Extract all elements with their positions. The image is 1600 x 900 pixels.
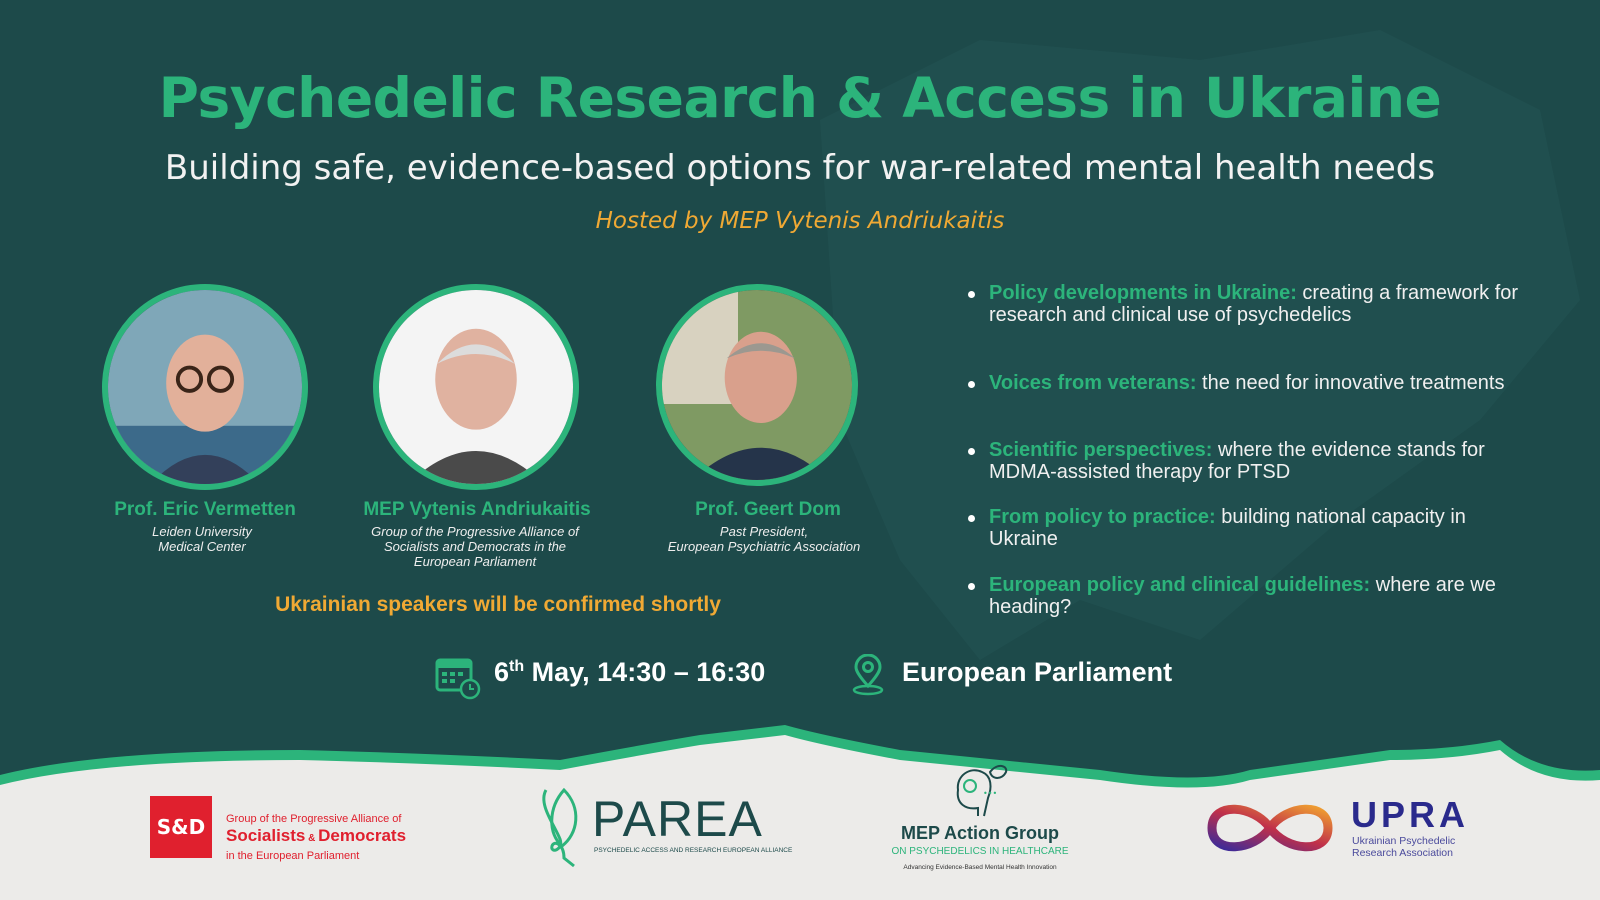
- affiliation-line: Leiden University: [152, 524, 252, 539]
- speaker-name: MEP Vytenis Andriukaitis: [363, 499, 591, 520]
- topic-heading: Scientific perspectives:: [989, 439, 1213, 461]
- mep-group-tagline: Advancing Evidence-Based Mental Health I…: [903, 864, 1057, 871]
- affiliation-line: Socialists and Democrats in the: [383, 539, 567, 554]
- affiliation-line: European Psychiatric Association: [667, 539, 861, 554]
- topic-text: where the evidence stands for MDMA-assis…: [989, 439, 1485, 483]
- ukraine-map-background: [820, 30, 1580, 660]
- topic-text: where are we heading?: [989, 574, 1496, 618]
- topic-text: the need for innovative treatments: [1196, 372, 1505, 394]
- event-location: European Parliament: [902, 657, 1173, 687]
- topic-item: Scientific perspectives: where the evide…: [965, 439, 1525, 483]
- mep-group-name: MEP Action Group: [900, 823, 1059, 843]
- topic-item: Policy developments in Ukraine: creating…: [965, 282, 1525, 326]
- footer-wave: [0, 725, 1600, 900]
- calendar-icon: [435, 658, 481, 700]
- speaker-name: Prof. Eric Vermetten: [114, 499, 296, 520]
- mep-group-head-icon: •••: [956, 765, 1008, 817]
- affiliation-line: European Parliament: [413, 554, 537, 569]
- upra-logo-text: Ukrainian Psychedelic Research Associatio…: [1352, 835, 1456, 859]
- speaker-affiliation: Group of the Progressive Alliance of Soc…: [325, 524, 625, 569]
- speakers-tbc-note: Ukrainian speakers will be confirmed sho…: [275, 593, 721, 616]
- topic-heading: European policy and clinical guidelines:: [989, 574, 1371, 596]
- parea-leaf-icon: [542, 787, 578, 868]
- topic-item: European policy and clinical guidelines:…: [965, 574, 1525, 618]
- hosted-by: Hosted by MEP Vytenis Andriukaitis: [595, 208, 1005, 234]
- parea-logo-name: PAREA: [592, 791, 763, 847]
- mep-group-sub: ON PSYCHEDELICS IN HEALTHCARE: [891, 846, 1069, 857]
- sd-logo-text: Group of the Progressive Alliance of Soc…: [226, 813, 407, 862]
- speaker-affiliation: Past President, European Psychiatric Ass…: [614, 524, 914, 554]
- speaker-name: Prof. Geert Dom: [695, 499, 841, 520]
- topic-item: From policy to practice: building nation…: [965, 506, 1525, 550]
- parea-logo-tagline: PSYCHEDELIC ACCESS AND RESEARCH EUROPEAN…: [594, 847, 793, 854]
- topic-text: creating a framework for research and cl…: [989, 282, 1519, 326]
- speaker-affiliation: Leiden University Medical Center: [52, 524, 352, 554]
- topic-heading: Policy developments in Ukraine:: [989, 282, 1297, 304]
- affiliation-line: Past President,: [719, 524, 809, 539]
- event-date-time: 6th May, 14:30 – 16:30: [494, 657, 766, 687]
- affiliation-line: Medical Center: [158, 539, 246, 554]
- event-title: Psychedelic Research & Access in Ukraine: [158, 66, 1442, 130]
- sd-logo-badge: S&D: [150, 796, 212, 858]
- upra-infinity-icon: [1207, 804, 1333, 852]
- speaker-photo-vermetten: [102, 284, 308, 490]
- topic-item: Voices from veterans: the need for innov…: [965, 372, 1525, 394]
- affiliation-line: Group of the Progressive Alliance of: [371, 524, 579, 539]
- svg-text:•••: •••: [983, 789, 997, 798]
- topic-heading: From policy to practice:: [989, 506, 1216, 528]
- upra-logo-name: UPRA: [1351, 794, 1470, 835]
- topic-heading: Voices from veterans:: [989, 372, 1197, 394]
- speaker-photo-andriukaitis: [373, 284, 579, 490]
- event-subtitle: Building safe, evidence-based options fo…: [164, 148, 1436, 188]
- speaker-photo-dom: [656, 284, 858, 486]
- location-pin-icon: [852, 654, 884, 696]
- topic-text: building national capacity in Ukraine: [989, 506, 1466, 550]
